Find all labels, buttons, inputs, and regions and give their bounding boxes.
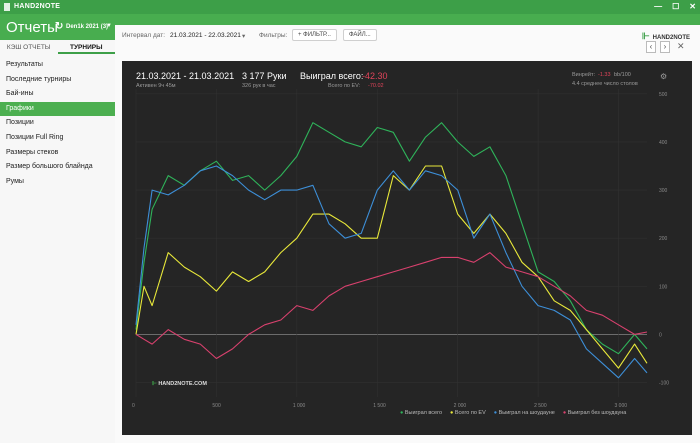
- legend-item-non-showdown[interactable]: ● Выиграл без шоудауна: [562, 410, 627, 416]
- refresh-icon[interactable]: ↻: [55, 21, 64, 32]
- main-content: Интервал дат: 21.03.2021 - 22.03.2021 ▾ …: [115, 25, 700, 443]
- maximize-button[interactable]: ☐: [672, 2, 680, 11]
- hands-count: 3 177 Руки: [242, 71, 287, 81]
- y-tick-label: -100: [659, 381, 669, 387]
- legend-label: Выиграл всего: [404, 410, 443, 416]
- window-controls: — ☐ ✕: [654, 2, 696, 11]
- average-tables: 4.4 среднее число столов: [572, 81, 638, 87]
- x-tick-label: 500: [212, 403, 221, 409]
- sidebar: КЭШ ОТЧЕТЫ ТУРНИРЫ Результаты Последние …: [0, 40, 115, 443]
- series-line-1: [135, 165, 648, 369]
- won-total-label: Выиграл всего:: [300, 71, 364, 81]
- active-time: Активен 9ч 45м: [136, 83, 176, 89]
- legend-label: Выиграл без шоудауна: [567, 410, 627, 416]
- prev-button[interactable]: ‹: [646, 41, 656, 53]
- title-bar: HAND2NOTE — ☐ ✕: [0, 0, 700, 14]
- winrate-label: Винрейт:: [572, 72, 596, 78]
- tab-tournaments[interactable]: ТУРНИРЫ: [57, 40, 115, 54]
- winrate-value: -1.33: [598, 72, 611, 78]
- ev-total-label: Всего по EV:: [328, 83, 361, 89]
- sidebar-item-positions-full-ring[interactable]: Позиции Full Ring: [6, 133, 64, 141]
- file-button[interactable]: ФАЙЛ...: [343, 29, 377, 41]
- chart-legend: ● Выиграл всего ● Всего по EV ● Выиграл …: [400, 410, 626, 416]
- y-tick-label: 300: [659, 188, 668, 194]
- ev-total-value: -70.02: [368, 83, 384, 89]
- x-tick-label: 0: [132, 403, 135, 409]
- y-tick-label: 100: [659, 284, 668, 290]
- x-tick-label: 2 500: [534, 403, 547, 409]
- sidebar-item-buyins[interactable]: Бай-ины: [6, 90, 34, 98]
- legend-item-ev-total[interactable]: ● Всего по EV: [450, 410, 486, 416]
- series-line-2: [135, 165, 648, 379]
- sidebar-item-rooms[interactable]: Румы: [6, 177, 24, 185]
- y-tick-label: 500: [659, 92, 668, 98]
- hand2note-logo-icon: ⊩: [641, 31, 650, 41]
- x-tick-label: 2 000: [454, 403, 467, 409]
- x-tick-label: 1 500: [373, 403, 386, 409]
- sidebar-item-positions[interactable]: Позиции: [6, 119, 34, 127]
- filter-bar: Интервал дат: 21.03.2021 - 22.03.2021 ▾ …: [115, 25, 700, 53]
- sidebar-item-stack-sizes[interactable]: Размеры стеков: [6, 148, 59, 156]
- sidebar-item-results[interactable]: Результаты: [6, 61, 43, 68]
- sidebar-item-big-blind-size[interactable]: Размер большого блайнда: [6, 163, 93, 171]
- next-button[interactable]: ›: [660, 41, 670, 53]
- chevron-down-icon[interactable]: ▾: [242, 33, 246, 40]
- y-tick-label: 0: [659, 332, 662, 338]
- plus-icon: +: [298, 32, 304, 38]
- chevron-down-icon[interactable]: ▼: [106, 23, 112, 29]
- legend-item-showdown[interactable]: ● Выиграл на шоудауне: [493, 410, 555, 416]
- app-title: HAND2NOTE: [14, 3, 61, 10]
- graph-panel: 500 400 300 200 100 0 -100 0 500 1 000 1 500 2 000 2…: [122, 61, 692, 435]
- x-tick-label: 1 000: [293, 403, 306, 409]
- tab-cash-reports[interactable]: КЭШ ОТЧЕТЫ: [6, 44, 51, 51]
- sidebar-item-graphs[interactable]: Графики: [0, 101, 115, 117]
- hands-per-hour: 326 рук в час: [242, 83, 276, 89]
- x-tick-label: 3 000: [615, 403, 628, 409]
- sidebar-item-recent-tournaments[interactable]: Последние турниры: [6, 75, 72, 83]
- watermark: ⊩ HAND2NOTE.COM: [152, 381, 207, 387]
- filters-label: Фильтры:: [259, 32, 288, 39]
- y-tick-label: 200: [659, 236, 668, 242]
- close-icon[interactable]: ✕: [677, 41, 685, 51]
- close-button[interactable]: ✕: [689, 2, 696, 11]
- filter-button[interactable]: + ФИЛЬТР...: [292, 29, 337, 41]
- legend-label: Всего по EV: [454, 410, 486, 416]
- interval-label: Интервал дат:: [122, 32, 166, 39]
- app-logo-icon: [4, 3, 10, 11]
- settings-icon[interactable]: ⚙: [660, 72, 668, 81]
- page-title: Отчеты: [6, 19, 58, 36]
- watermark-text: HAND2NOTE.COM: [158, 381, 207, 387]
- date-interval-select[interactable]: 21.03.2021 - 22.03.2021: [170, 32, 241, 39]
- minimize-button[interactable]: —: [654, 2, 663, 11]
- series-line-3: [135, 252, 648, 360]
- hand2note-logo-icon: ⊩: [152, 381, 159, 387]
- date-range: 21.03.2021 - 21.03.2021: [136, 71, 235, 81]
- report-tabs: КЭШ ОТЧЕТЫ ТУРНИРЫ: [0, 40, 115, 54]
- y-tick-label: 400: [659, 140, 668, 146]
- brand-logo: ⊩ HAND2NOTE: [642, 31, 690, 42]
- database-selector[interactable]: Den1k 2021 (3): [66, 24, 109, 30]
- filter-button-label: ФИЛЬТР...: [303, 32, 331, 38]
- brand-name: HAND2NOTE: [652, 35, 690, 41]
- winrate-unit: bb/100: [614, 72, 631, 78]
- legend-item-won-total[interactable]: ● Выиграл всего: [400, 410, 443, 416]
- won-total-value: -42.30: [362, 71, 388, 81]
- legend-label: Выиграл на шоудауне: [498, 410, 555, 416]
